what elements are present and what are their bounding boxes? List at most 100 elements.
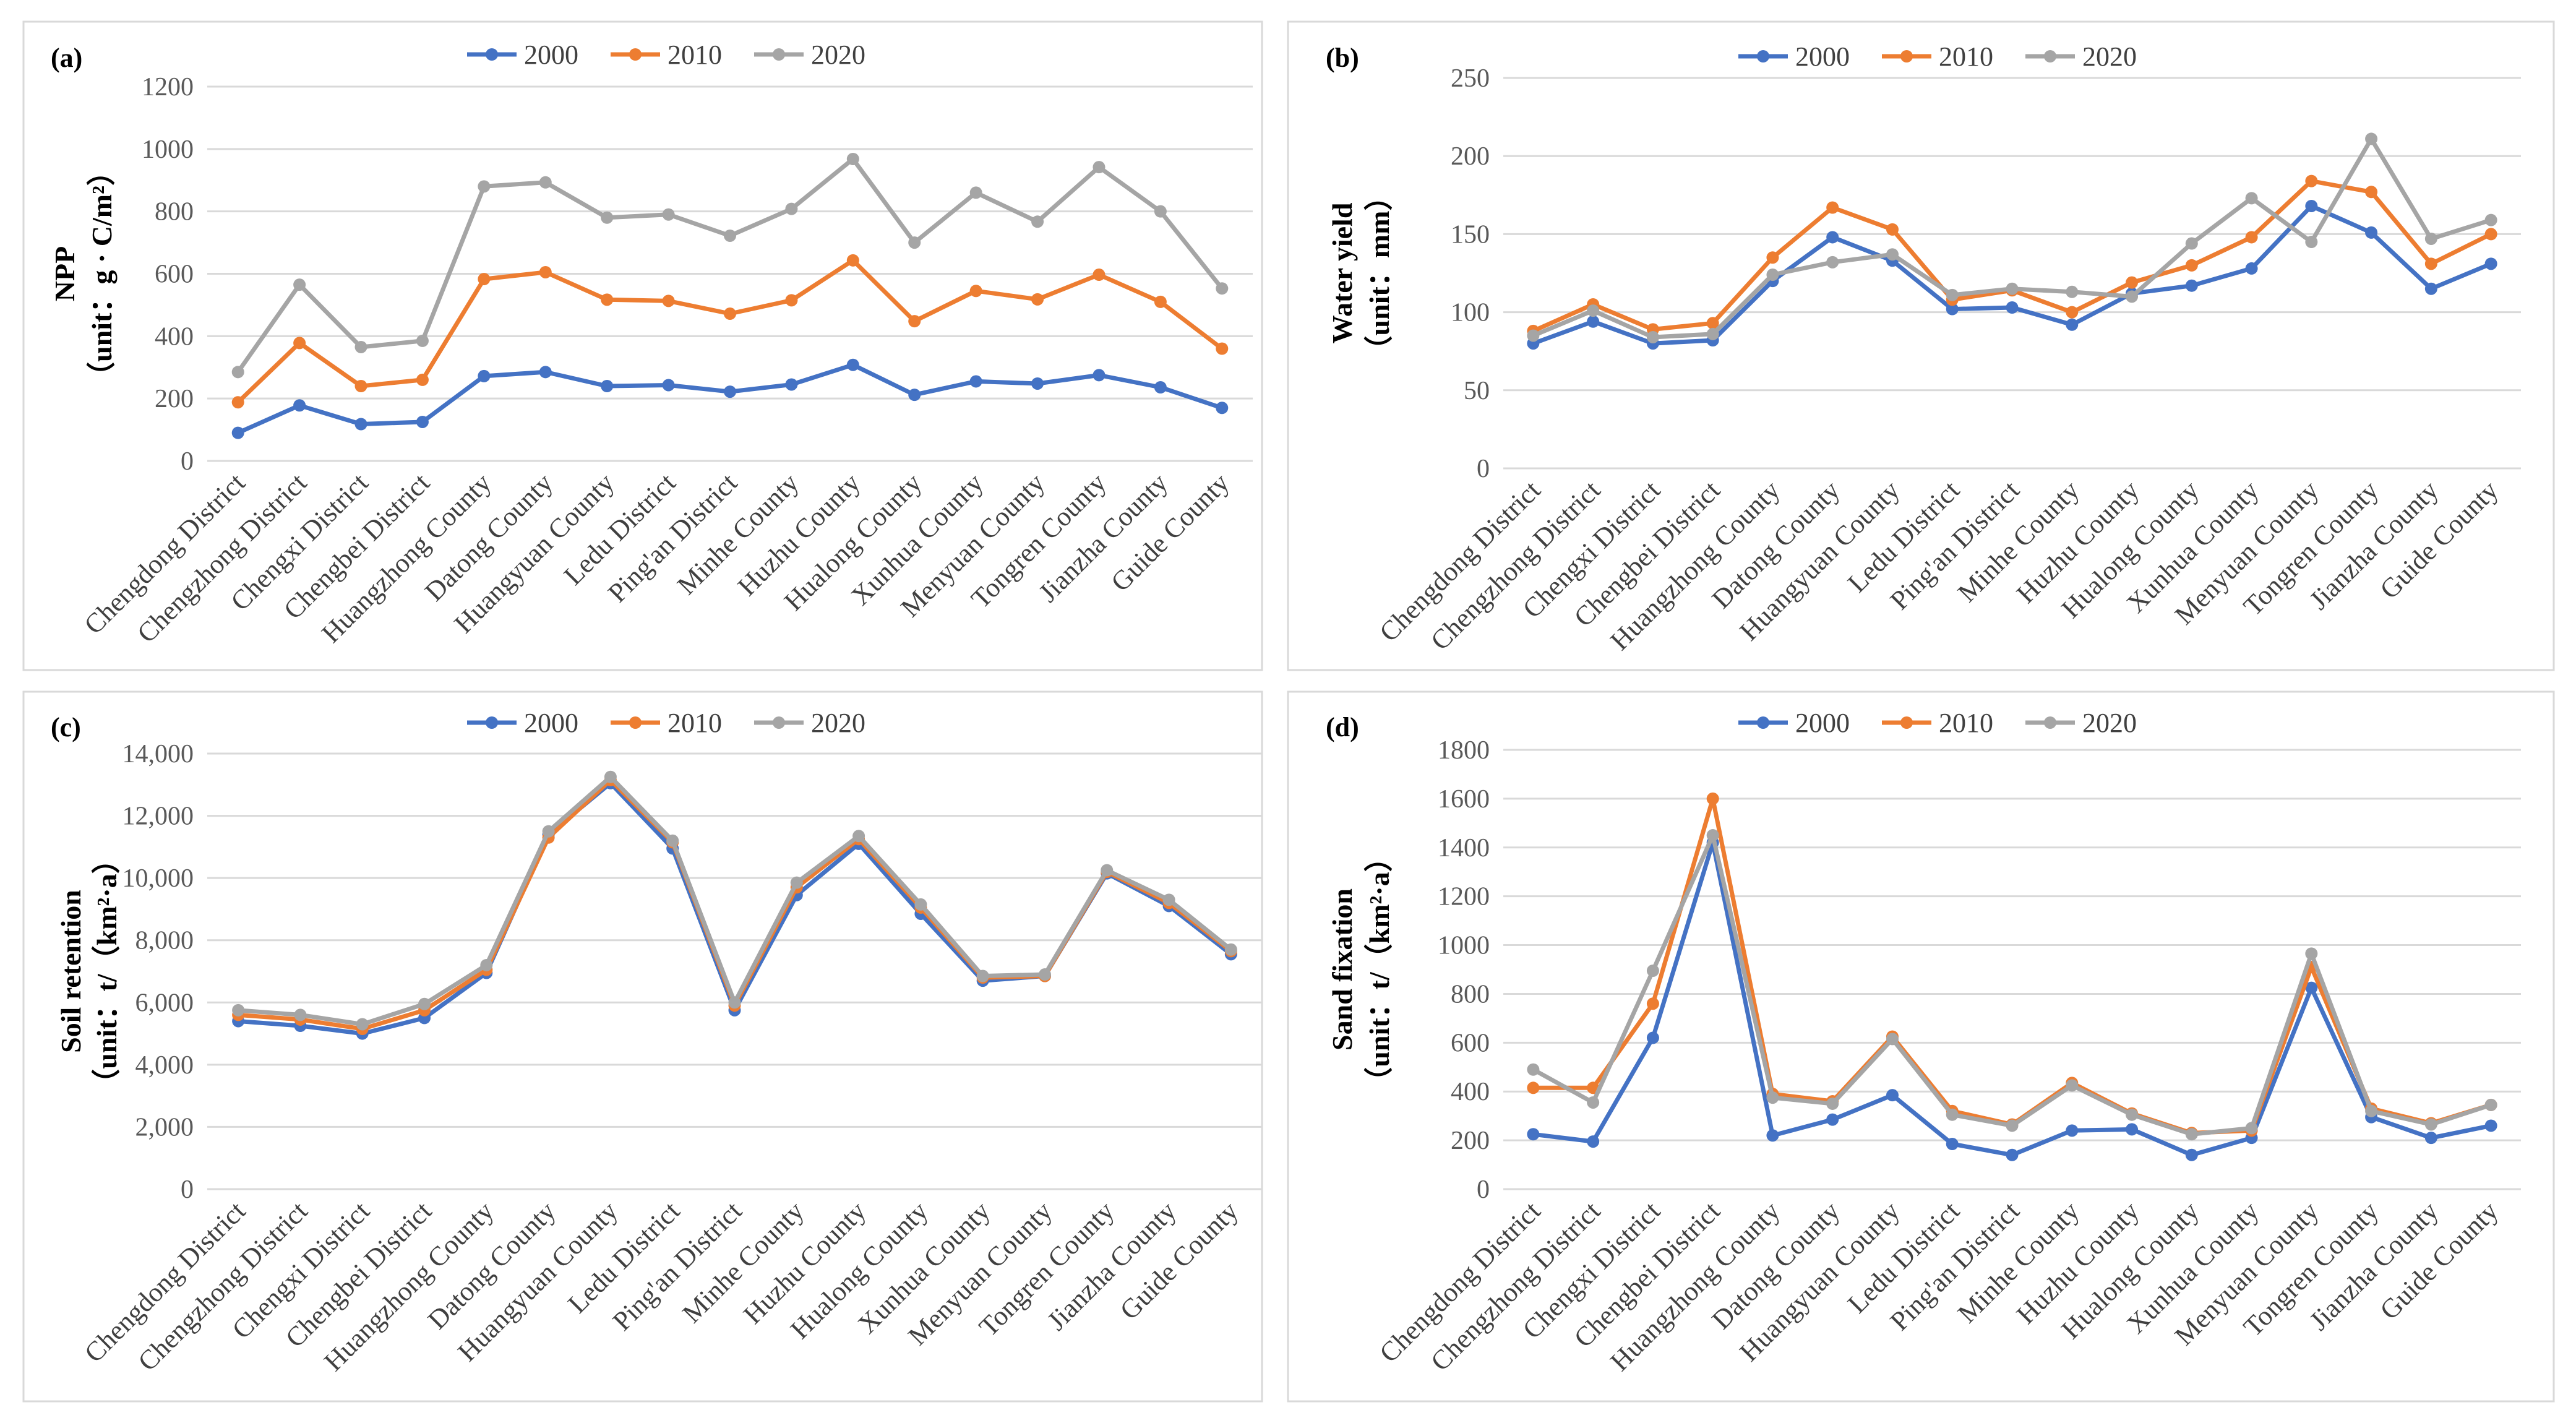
data-point-2000 [1587, 1135, 1600, 1148]
y-tick-label: 100 [1451, 299, 1490, 327]
panel-label: (d) [1326, 712, 1359, 742]
data-point-2000 [724, 385, 736, 398]
data-point-2000 [846, 358, 859, 371]
legend-swatch-marker [629, 716, 642, 729]
data-point-2020 [1946, 1108, 1959, 1121]
data-point-2020 [976, 969, 989, 982]
data-point-2010 [2365, 186, 2378, 199]
data-point-2020 [354, 340, 367, 353]
legend-swatch-marker [773, 716, 785, 729]
y-axis-title: Sand fixation [1326, 888, 1358, 1051]
data-point-2020 [1527, 329, 1540, 342]
data-point-2010 [2066, 306, 2079, 319]
y-tick-label: 2,000 [135, 1113, 194, 1141]
data-point-2020 [1766, 1091, 1779, 1104]
data-point-2020 [908, 236, 921, 249]
data-point-2010 [1031, 293, 1044, 306]
data-point-2010 [1826, 201, 1839, 214]
data-point-2000 [785, 378, 798, 391]
data-point-2020 [1886, 1033, 1899, 1046]
data-point-2010 [2424, 257, 2437, 270]
data-point-2020 [542, 825, 555, 838]
data-point-2020 [1587, 1096, 1600, 1109]
y-tick-label: 200 [155, 385, 194, 413]
y-tick-label: 8,000 [135, 927, 194, 955]
data-point-2010 [1154, 295, 1167, 308]
data-point-2000 [1527, 1128, 1540, 1141]
legend-label: 2020 [2082, 708, 2137, 738]
data-point-2020 [1031, 215, 1044, 228]
data-point-2020 [1216, 282, 1229, 295]
data-point-2020 [1766, 269, 1779, 282]
data-point-2020 [846, 152, 859, 165]
y-tick-label: 600 [155, 260, 194, 289]
y-tick-label: 200 [1451, 142, 1490, 171]
data-point-2020 [1826, 1097, 1839, 1110]
data-point-2010 [416, 373, 429, 386]
data-point-2000 [1216, 402, 1229, 415]
y-tick-label: 200 [1451, 1127, 1490, 1155]
legend-swatch-marker [1900, 50, 1913, 62]
data-point-2010 [478, 273, 491, 286]
data-point-2020 [356, 1018, 369, 1031]
data-point-2020 [1101, 864, 1114, 877]
y-tick-label: 1200 [142, 73, 194, 101]
data-point-2000 [1093, 369, 1106, 382]
data-point-2020 [2245, 192, 2258, 205]
panel-frame [1287, 20, 2555, 671]
data-point-2020 [2066, 285, 2079, 298]
data-point-2020 [232, 1004, 245, 1017]
data-point-2000 [2126, 1123, 2139, 1136]
y-tick-label: 1400 [1438, 834, 1490, 862]
data-point-2020 [293, 278, 306, 291]
data-point-2010 [539, 265, 552, 278]
data-point-2000 [1826, 1113, 1839, 1126]
data-point-2020 [2305, 947, 2318, 960]
data-point-2020 [2185, 1128, 2198, 1141]
data-point-2010 [2126, 276, 2139, 289]
y-tick-label: 250 [1451, 64, 1490, 93]
legend-label: 2020 [2082, 41, 2137, 72]
data-point-2020 [539, 176, 552, 189]
data-point-2020 [1706, 327, 1719, 340]
data-point-2020 [2006, 1119, 2019, 1132]
legend-label: 2000 [524, 40, 578, 70]
data-point-2010 [1216, 342, 1229, 355]
data-point-2020 [2484, 1098, 2497, 1111]
data-point-2000 [2424, 1132, 2437, 1145]
data-point-2020 [2245, 1122, 2258, 1135]
data-point-2000 [1946, 303, 1959, 316]
data-point-2000 [969, 375, 982, 388]
legend-label: 2010 [668, 40, 722, 70]
data-point-2000 [1154, 381, 1167, 394]
data-point-2000 [2305, 199, 2318, 212]
data-point-2000 [2185, 1148, 2198, 1161]
data-point-2010 [1886, 223, 1899, 236]
data-point-2020 [1224, 943, 1237, 956]
data-point-2010 [2305, 174, 2318, 187]
legend-swatch-marker [1757, 50, 1769, 62]
data-point-2020 [480, 958, 493, 971]
data-point-2010 [1706, 792, 1719, 805]
data-point-2000 [539, 366, 552, 379]
data-point-2010 [1527, 1081, 1540, 1094]
panel-label: (c) [51, 712, 81, 742]
data-point-2020 [914, 898, 927, 911]
y-tick-label: 0 [181, 1176, 194, 1204]
data-point-2010 [1646, 997, 1659, 1010]
legend-swatch-marker [486, 716, 498, 729]
data-point-2010 [2185, 259, 2198, 272]
data-point-2010 [231, 396, 244, 409]
panel-label: (a) [51, 43, 82, 73]
data-point-2000 [2006, 301, 2019, 314]
y-tick-label: 12,000 [122, 802, 194, 831]
y-tick-label: 50 [1464, 377, 1490, 405]
legend-label: 2020 [811, 708, 865, 738]
legend-swatch-marker [773, 48, 785, 61]
data-point-2000 [2424, 282, 2437, 295]
y-axis-unit: （unit：g · C/m²） [86, 157, 118, 390]
data-point-2000 [2305, 981, 2318, 994]
y-tick-label: 0 [181, 447, 194, 476]
legend-swatch-marker [2044, 50, 2056, 62]
data-point-2010 [969, 285, 982, 298]
